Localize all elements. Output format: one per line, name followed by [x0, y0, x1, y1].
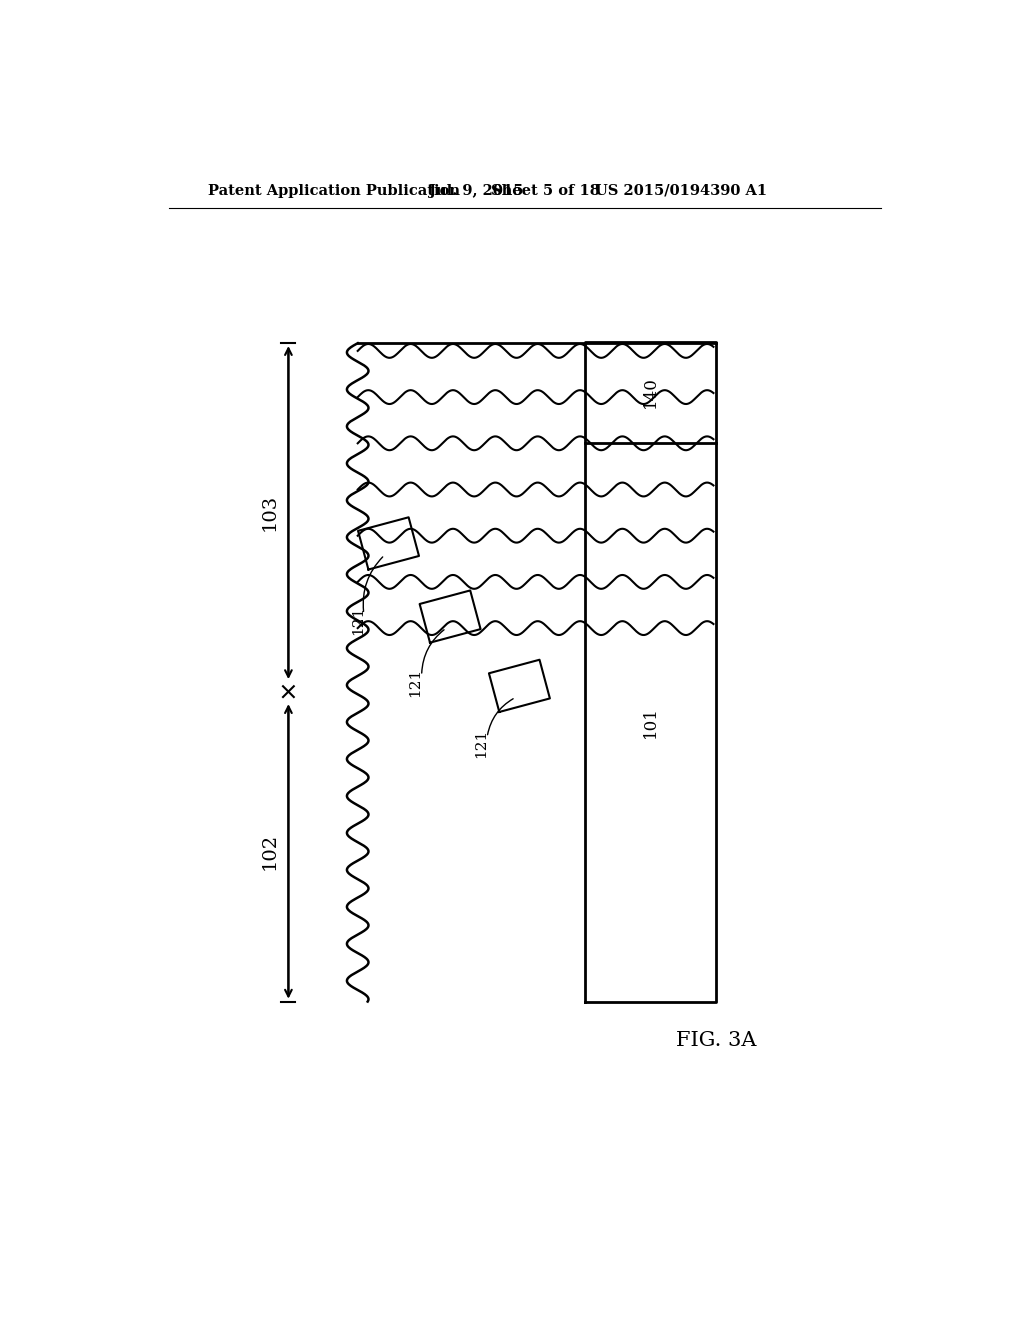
- Text: 101: 101: [642, 706, 658, 738]
- Text: 121: 121: [350, 606, 365, 635]
- Text: 121: 121: [474, 729, 487, 758]
- Text: Patent Application Publication: Patent Application Publication: [208, 183, 460, 198]
- Text: Sheet 5 of 18: Sheet 5 of 18: [490, 183, 600, 198]
- Text: 103: 103: [260, 494, 279, 531]
- Text: FIG. 3A: FIG. 3A: [676, 1031, 756, 1049]
- Text: 140: 140: [642, 376, 658, 408]
- Text: 121: 121: [409, 668, 423, 697]
- Text: US 2015/0194390 A1: US 2015/0194390 A1: [595, 183, 767, 198]
- Text: Jul. 9, 2015: Jul. 9, 2015: [429, 183, 523, 198]
- Text: 102: 102: [260, 833, 279, 870]
